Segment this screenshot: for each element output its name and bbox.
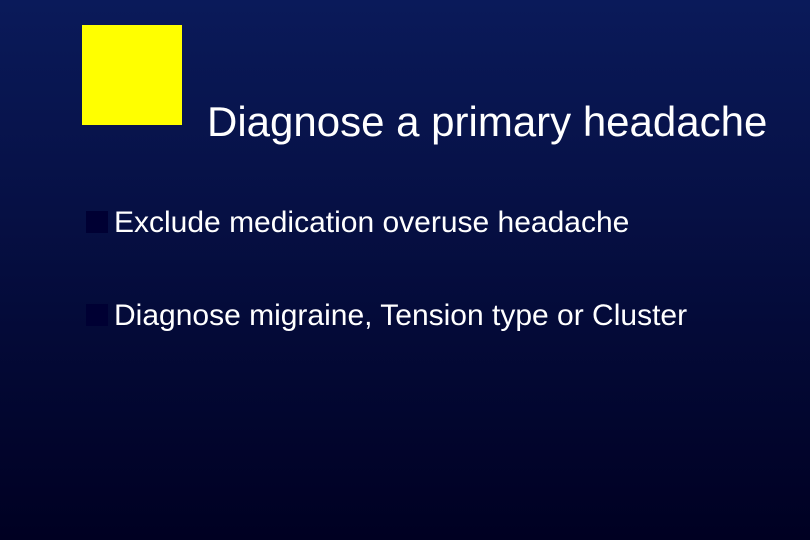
bullet-item: Diagnose migraine, Tension type or Clust… — [86, 298, 687, 334]
yellow-square-decoration — [82, 25, 182, 125]
slide-container: Diagnose a primary headache Exclude medi… — [0, 0, 810, 540]
bullet-square-icon — [86, 304, 108, 326]
bullet-square-icon — [86, 211, 108, 233]
slide-title: Diagnose a primary headache — [207, 98, 767, 146]
bullet-item: Exclude medication overuse headache — [86, 205, 629, 241]
bullet-text: Exclude medication overuse headache — [114, 205, 629, 241]
bullet-text: Diagnose migraine, Tension type or Clust… — [114, 298, 687, 334]
